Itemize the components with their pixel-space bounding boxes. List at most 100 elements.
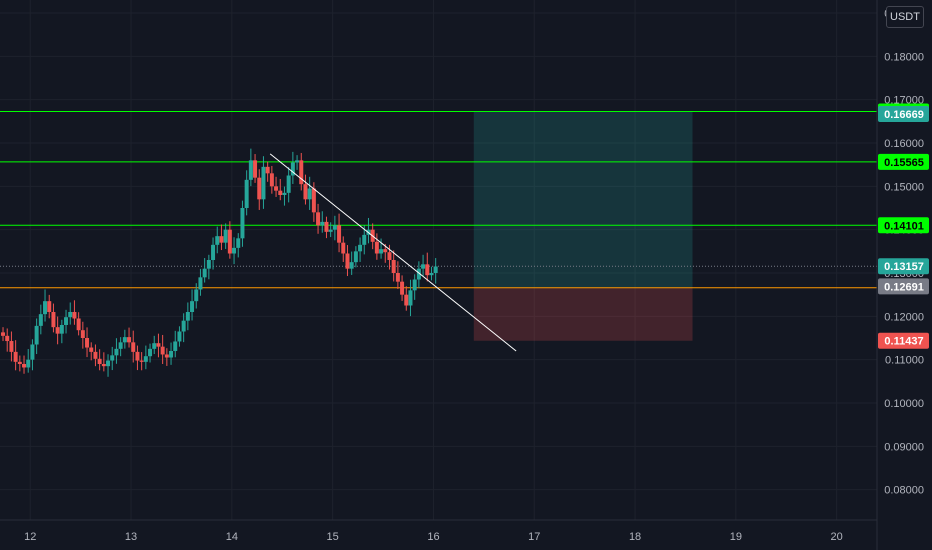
candle-body: [76, 318, 81, 331]
candle-body: [164, 354, 169, 358]
candle-body: [1, 332, 6, 336]
last-price-badge: [878, 278, 929, 295]
candle-body: [38, 314, 43, 326]
price-badge-label: 0.16669: [884, 109, 924, 121]
candle-body: [131, 342, 136, 352]
candle-body: [324, 221, 329, 232]
candle-body: [181, 320, 186, 332]
candle-body: [194, 289, 199, 302]
loss-zone[interactable]: [473, 287, 693, 341]
candle-body: [89, 347, 94, 352]
candle-body: [9, 341, 14, 352]
candle-body: [139, 360, 144, 362]
candle-body: [118, 342, 123, 349]
time-tick-label: 19: [730, 531, 742, 543]
candle-body: [30, 344, 35, 360]
candle-body: [85, 338, 90, 348]
candle-body: [160, 346, 165, 355]
candle-body: [122, 337, 127, 343]
candle-body: [332, 225, 337, 230]
currency-label[interactable]: USDT: [886, 6, 924, 28]
candle-body: [223, 229, 228, 243]
price-badge: [878, 258, 929, 275]
candle-body: [156, 343, 161, 347]
price-tick-label: 0.09000: [884, 441, 924, 453]
long-position-tool[interactable]: [473, 111, 693, 341]
candle-body: [429, 273, 434, 276]
candle-body: [202, 268, 207, 278]
candle-body: [278, 190, 283, 195]
price-badge: [878, 153, 929, 170]
time-axis[interactable]: 12 13 14 15 16 17 18 19 20: [0, 519, 877, 543]
candle-body: [282, 192, 287, 195]
candle-body: [416, 268, 421, 280]
candle-body: [349, 262, 354, 269]
time-tick-label: 14: [226, 531, 238, 543]
candle-body: [190, 301, 195, 312]
candle-body: [59, 325, 64, 334]
price-tick-label: 0.18000: [884, 51, 924, 63]
candle-body: [13, 351, 18, 362]
candle-body: [244, 179, 249, 208]
price-axis[interactable]: 0.080000.090000.100000.110000.120000.130…: [876, 0, 932, 550]
time-tick-label: 20: [831, 531, 843, 543]
price-tick-label: 0.08000: [884, 485, 924, 497]
candle-body: [358, 244, 363, 252]
candle-body: [211, 244, 216, 260]
candle-body: [316, 212, 321, 226]
candle-body: [379, 249, 384, 254]
candle-body: [353, 251, 358, 263]
time-tick-label: 17: [528, 531, 540, 543]
horizontal-levels[interactable]: [0, 110, 877, 289]
candle-body: [290, 162, 295, 176]
candle-body: [22, 364, 27, 368]
candlestick-series: [1, 148, 438, 377]
candle-body: [68, 312, 73, 318]
candle-body: [64, 317, 69, 325]
candle-body: [404, 294, 409, 306]
candle-body: [307, 188, 312, 200]
time-tick-label: 15: [327, 531, 339, 543]
candle-body: [34, 325, 39, 345]
profit-zone[interactable]: [473, 111, 693, 288]
price-axis-background: [877, 0, 932, 550]
candle-body: [236, 238, 241, 248]
price-badge-label: 0.13157: [884, 261, 924, 273]
trendline[interactable]: [269, 153, 517, 352]
candle-body: [425, 264, 430, 276]
candle-body: [169, 351, 174, 358]
candle-body: [303, 184, 308, 200]
candle-body: [227, 229, 232, 254]
candle-body: [26, 359, 31, 368]
chart-grid: [0, 0, 877, 520]
candle-body: [345, 253, 350, 269]
price-tick-label: 0.12000: [884, 311, 924, 323]
candle-body: [173, 341, 178, 351]
candle-body: [433, 266, 438, 273]
candle-body: [152, 343, 157, 349]
price-badge: [878, 106, 929, 123]
candle-body: [286, 175, 291, 193]
candle-body: [341, 242, 346, 254]
descending-trendline[interactable]: [269, 153, 517, 352]
candle-body: [97, 358, 102, 364]
candle-body: [135, 351, 140, 361]
candle-body: [17, 361, 22, 364]
time-tick-label: 12: [24, 531, 36, 543]
candle-body: [215, 236, 220, 245]
candle-body: [206, 260, 211, 269]
candle-body: [110, 355, 115, 361]
candle-body: [240, 208, 245, 239]
price-badge-label: 0.15565: [884, 157, 924, 169]
candle-body: [248, 160, 253, 180]
candle-body: [257, 177, 262, 200]
candle-body: [274, 186, 279, 191]
candle-body: [320, 221, 325, 226]
candle-body: [311, 188, 316, 213]
candle-body: [269, 173, 274, 187]
price-tick-label: 0.16000: [884, 138, 924, 150]
candle-body: [148, 348, 153, 357]
candle-body: [177, 331, 182, 342]
candle-body: [383, 249, 388, 253]
